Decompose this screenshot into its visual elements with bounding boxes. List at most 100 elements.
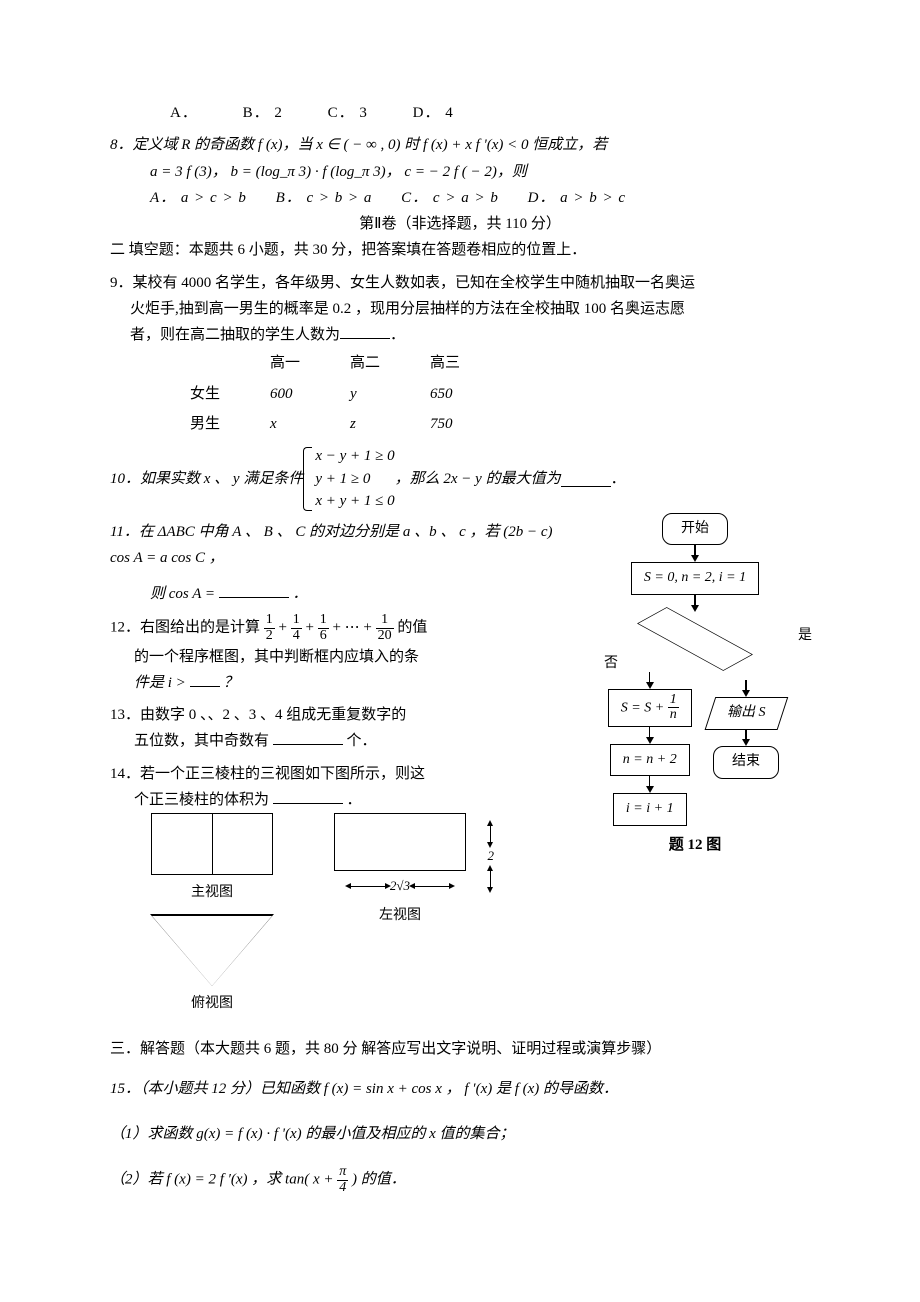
q13-pre: 五位数，其中奇数有 — [134, 733, 269, 749]
frac-1-6: 16 — [318, 613, 329, 643]
q11-l1: 11．在 ΔABC 中角 A 、 B 、 C 的对边分别是 a 、b 、 c ，… — [110, 519, 570, 572]
q15-p2-post: ) 的值． — [352, 1172, 406, 1188]
q10-pre: 10．如果实数 x 、 y 满足条件 — [110, 466, 303, 492]
q7-optB: B． 2 — [243, 100, 283, 126]
q10: 10．如果实数 x 、 y 满足条件 x − y + 1 ≥ 0 y + 1 ≥… — [110, 445, 810, 513]
q10-post1: ，那么 2x − y 的最大值为 — [395, 466, 561, 492]
q9-table: 高一 高二 高三 女生 600 y 650 男生 x z 750 — [190, 348, 510, 439]
q11-post: ． — [293, 586, 308, 602]
part2-title: 第Ⅱ卷（非选择题，共 110 分） — [110, 211, 810, 237]
q10-system: x − y + 1 ≥ 0 y + 1 ≥ 0 x + y + 1 ≤ 0 — [303, 445, 394, 513]
v-dim: 2 — [488, 823, 495, 890]
q8-line1: 8．定义域 R 的奇函数 f (x)，当 x ∈ ( − ∞ , 0) 时 f … — [110, 132, 810, 158]
frac-1-2: 12 — [264, 613, 275, 643]
side-view: 2 2√3 左视图 — [334, 813, 466, 928]
c22: z — [350, 409, 430, 439]
flow-left-branch: S = S + 1n n = n + 2 i = i + 1 — [608, 672, 692, 826]
three-views: 主视图 俯视图 2 2√3 — [150, 813, 570, 1016]
flow-yes: 是 — [798, 624, 812, 649]
frac-1-20: 120 — [376, 613, 394, 643]
q14-l2: 个正三棱柱的体积为 ． — [110, 787, 570, 813]
q9-l3: 者，则在高二抽取的学生人数为 — [130, 327, 340, 343]
q8-options: A． a > c > b B． c > b > a C． c > a > b D… — [110, 185, 810, 211]
frac-pi-4: π4 — [337, 1165, 348, 1195]
row-female: 女生 — [190, 379, 270, 409]
top-triangle — [150, 914, 274, 986]
q12: 12．右图给出的是计算 12 + 14 + 16 + ⋯ + 120 的值 的一… — [110, 613, 570, 696]
flow-no: 否 — [604, 652, 618, 677]
col-g3: 高三 — [430, 348, 510, 378]
q14: 14．若一个正三棱柱的三视图如下图所示，则这 个正三棱柱的体积为 ． 主视图 俯… — [110, 761, 570, 1017]
table-row: 高一 高二 高三 — [190, 348, 510, 378]
q15-stem: 15．（本小题共 12 分）已知函数 f (x) = sin x + cos x… — [110, 1076, 810, 1102]
table-row: 女生 600 y 650 — [190, 379, 510, 409]
q9-blank — [340, 323, 390, 339]
q15-p2-pre: （2）若 f (x) = 2 f ′(x) ，求 tan( x + — [110, 1172, 337, 1188]
q13-l1: 13．由数字 0 、、2 、3 、4 组成无重复数字的 — [110, 702, 570, 728]
flow-output: 输出 S — [704, 697, 787, 730]
flow-end: 结束 — [713, 746, 779, 779]
hdim-r — [414, 886, 450, 887]
q14-l1: 14．若一个正三棱柱的三视图如下图所示，则这 — [110, 761, 570, 787]
q8-D: D． a > b > c — [528, 185, 627, 211]
flow-inc-i: i = i + 1 — [613, 793, 687, 826]
sys2: y + 1 ≥ 0 — [315, 468, 394, 491]
flow-inc-n: n = n + 2 — [610, 744, 690, 777]
flowchart: 开始 S = 0, n = 2, i = 1 否 是 S = S + 1n n … — [580, 513, 810, 859]
q7-options: A． B． 2 C． 3 D． 4 — [110, 100, 810, 126]
top-label: 俯视图 — [150, 992, 274, 1017]
flow-step: S = S + 1n — [608, 689, 692, 727]
q8-A: A． a > c > b — [150, 185, 247, 211]
q8-B: B． c > b > a — [276, 185, 373, 211]
section2-heading: 二 填空题：本题共 6 小题，共 30 分，把答案填在答题卷相应的位置上． — [110, 237, 810, 263]
front-rect — [151, 813, 273, 875]
flow-init: S = 0, n = 2, i = 1 — [631, 562, 759, 595]
q10-post2: ． — [611, 466, 626, 492]
q13-post: 个． — [347, 733, 377, 749]
q13-l2: 五位数，其中奇数有 个． — [110, 728, 570, 754]
hdim-l — [350, 886, 386, 887]
q8: 8．定义域 R 的奇函数 f (x)，当 x ∈ ( − ∞ , 0) 时 f … — [110, 132, 810, 211]
q12-l3: 件是 i > ？ — [110, 670, 570, 696]
front-view: 主视图 俯视图 — [150, 813, 274, 1016]
c23: 750 — [430, 409, 510, 439]
q11-q14-row: 11．在 ΔABC 中角 A 、 B 、 C 的对边分别是 a 、b 、 c ，… — [110, 513, 810, 1017]
c13: 650 — [430, 379, 510, 409]
q12-blank — [190, 671, 220, 687]
side-label: 左视图 — [334, 904, 466, 929]
flow-start: 开始 — [662, 513, 728, 546]
q10-blank — [561, 471, 611, 487]
row-male: 男生 — [190, 409, 270, 439]
frac-1-4: 14 — [291, 613, 302, 643]
vdim-line-top — [490, 825, 491, 843]
col-g2: 高二 — [350, 348, 430, 378]
q12-post1: 的值 — [397, 620, 427, 636]
cell-empty — [190, 348, 270, 378]
q14-pre: 个正三棱柱的体积为 — [134, 792, 269, 808]
q7-optC: C． 3 — [328, 100, 368, 126]
q14-blank — [273, 788, 343, 804]
q12-l3-post: ？ — [223, 675, 238, 691]
q12-pre: 12．右图给出的是计算 — [110, 620, 264, 636]
q8-line2: a = 3 f (3)， b = (log_π 3) · f (log_π 3)… — [110, 159, 810, 185]
flow-decision: 否 是 — [580, 618, 810, 672]
q9-dot: ． — [390, 327, 405, 343]
h-dim-val: 2√3 — [390, 875, 410, 898]
vdim-line-bot — [490, 870, 491, 888]
section3-heading: 三．解答题（本大题共 6 题，共 80 分 解答应写出文字说明、证明过程或演算步… — [110, 1036, 810, 1062]
q11-pre: 则 cos A = — [150, 586, 215, 602]
h-dim: 2√3 — [334, 875, 466, 898]
q7-optD: D． 4 — [413, 100, 454, 126]
q12-l3-pre: 件是 i > — [134, 675, 186, 691]
front-label: 主视图 — [150, 881, 274, 906]
flow-right-branch: 输出 S 结束 — [710, 680, 783, 779]
q13: 13．由数字 0 、、2 、3 、4 组成无重复数字的 五位数，其中奇数有 个． — [110, 702, 570, 755]
q15-p1: （1）求函数 g(x) = f (x) · f '(x) 的最小值及相应的 x … — [110, 1121, 810, 1147]
q9-l2: 火炬手,抽到高一男生的概率是 0.2 ，现用分层抽样的方法在全校抽取 100 名… — [110, 296, 810, 322]
q9: 9．某校有 4000 名学生，各年级男、女生人数如表，已知在全校学生中随机抽取一… — [110, 270, 810, 440]
table-row: 男生 x z 750 — [190, 409, 510, 439]
sys3: x + y + 1 ≤ 0 — [315, 490, 394, 513]
c12: y — [350, 379, 430, 409]
q14-post: ． — [347, 792, 362, 808]
q11-l2: 则 cos A = ． — [110, 581, 570, 607]
